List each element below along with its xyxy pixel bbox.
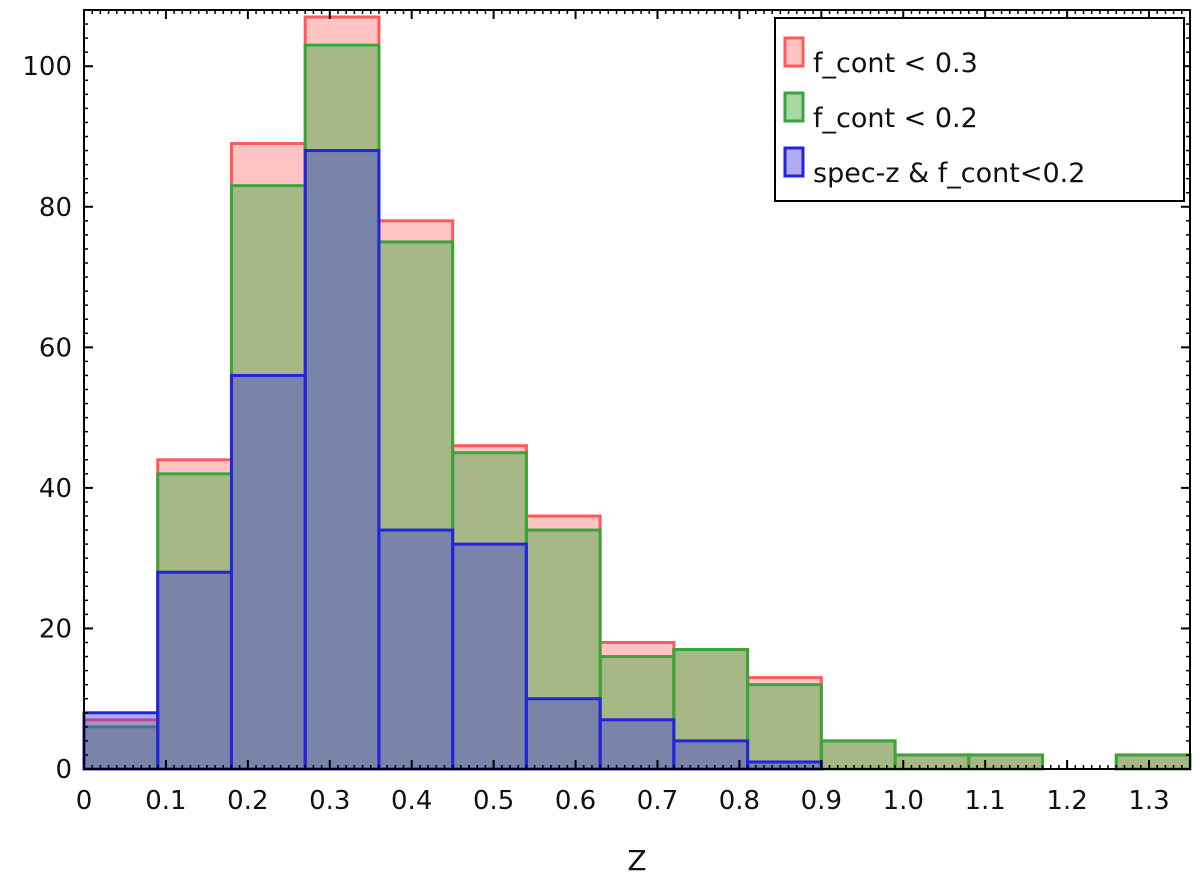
x-tick-label: 0.8 xyxy=(719,786,760,816)
bar-series2-bin6 xyxy=(524,697,602,771)
y-tick-label: 100 xyxy=(22,52,72,82)
x-tick-label: 0.3 xyxy=(309,786,350,816)
legend-swatch-f-cont-0-3 xyxy=(783,36,805,68)
bar-series0-bin2 xyxy=(229,142,307,771)
bar-series2-bin5 xyxy=(451,542,528,771)
x-axis-label: Z xyxy=(627,844,646,877)
ticks-layer xyxy=(83,9,1191,770)
x-tick-label: 1.0 xyxy=(883,786,924,816)
x-tick-label: 0.4 xyxy=(391,786,432,816)
x-tick-label: 0.2 xyxy=(227,786,268,816)
bar-series2-bin3 xyxy=(303,149,381,771)
bar-series0-bin1 xyxy=(156,458,233,771)
y-tick-label: 40 xyxy=(39,474,72,504)
bar-series1-bin4 xyxy=(377,240,455,771)
legend-label-f-cont-0-2: f_cont < 0.2 xyxy=(813,103,978,134)
bar-series2-bin8 xyxy=(672,739,750,771)
bar-series1-bin8 xyxy=(672,648,750,771)
bar-series1-bin9 xyxy=(746,683,823,771)
x-tick-label: 1.1 xyxy=(965,786,1006,816)
legend-swatch-spec-z xyxy=(783,146,805,178)
bar-series1-bin12 xyxy=(967,753,1045,771)
x-tick-label: 0.6 xyxy=(555,786,596,816)
x-tick-label: 0 xyxy=(76,786,93,816)
legend-label-f-cont-0-3: f_cont < 0.3 xyxy=(813,48,978,79)
bar-series2-bin1 xyxy=(156,570,233,771)
y-tick-label: 80 xyxy=(39,193,72,223)
x-tick-label: 0.5 xyxy=(473,786,514,816)
bar-series1-bin11 xyxy=(893,753,971,771)
bar-series2-bin9 xyxy=(746,760,823,771)
legend-swatch-f-cont-0-2 xyxy=(783,91,805,123)
y-tick-label: 0 xyxy=(55,755,72,785)
bar-series2-bin4 xyxy=(377,528,455,771)
x-tick-label: 0.7 xyxy=(637,786,678,816)
x-tick-label: 1.2 xyxy=(1046,786,1087,816)
bar-series1-bin5 xyxy=(451,451,528,771)
x-tick-label: 0.1 xyxy=(145,786,186,816)
bar-series2-bin7 xyxy=(598,718,676,771)
legend-label-spec-z: spec-z & f_cont<0.2 xyxy=(813,158,1085,189)
legend: f_cont < 0.3 f_cont < 0.2 spec-z & f_con… xyxy=(774,17,1185,202)
bar-series2-bin0 xyxy=(82,711,160,771)
bar-series1-bin14 xyxy=(1114,753,1192,771)
tick-labels-layer: 0 0.1 0.2 0.3 0.4 0.5 0.6 0.7 0.8 0.9 1.0 1.1 1.2 1.3… xyxy=(22,52,1169,816)
y-tick-label: 20 xyxy=(39,614,72,644)
bar-series2-bin2 xyxy=(229,373,307,771)
bar-series1-bin10 xyxy=(819,739,897,771)
x-tick-label: 1.3 xyxy=(1128,786,1169,816)
x-tick-label: 0.9 xyxy=(801,786,842,816)
legend-box xyxy=(774,17,1185,202)
y-tick-label: 60 xyxy=(39,333,72,363)
